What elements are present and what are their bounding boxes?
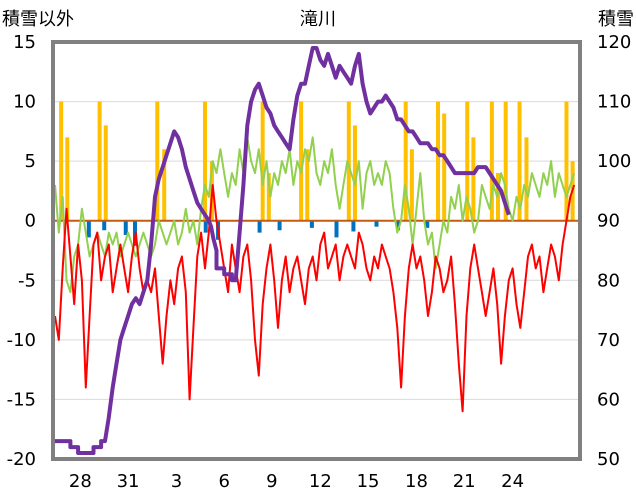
blue_bars-bar	[123, 220, 128, 236]
blue_bars-bar	[203, 220, 208, 233]
left-tick-label: -10	[7, 330, 36, 351]
orange_bars-bar	[409, 149, 414, 221]
left-tick-label: -20	[7, 449, 36, 470]
blue_bars-bar	[257, 220, 262, 233]
plot-frame	[51, 40, 582, 461]
left-tick-label: -15	[7, 389, 36, 410]
x-tick-labels: 28 31 3 6 9 12 15 18 21 24	[69, 471, 524, 492]
temperature-line	[54, 184, 576, 413]
orange_bars-bar	[442, 113, 447, 221]
orange_bars-bar	[352, 125, 357, 221]
left-tick-label: -5	[18, 270, 36, 291]
x-tick-label: 6	[218, 471, 229, 492]
blue_bars-bar	[351, 220, 356, 232]
orange_bars-bar	[564, 101, 569, 221]
x-tick-label: 15	[357, 471, 380, 492]
left-tick-label: 5	[25, 151, 36, 172]
orange_bars-bar	[503, 101, 508, 221]
right-tick-label: 50	[597, 449, 620, 470]
orange_bars-bar	[524, 137, 529, 221]
x-tick-label: 12	[309, 471, 332, 492]
left-axis-label: 積雪以外	[2, 9, 74, 30]
right-tick-label: 60	[597, 389, 620, 410]
x-tick-label: 28	[69, 471, 92, 492]
left-tick-label: 15	[13, 32, 36, 53]
orange_bars-bar	[299, 101, 304, 221]
orange_bars-bar	[97, 101, 102, 221]
orange_bars-bar	[517, 101, 522, 221]
orange_bars-bar	[266, 173, 271, 221]
right-axis-label: 積雪	[598, 9, 634, 30]
x-tick-label: 3	[171, 471, 182, 492]
left-tick-labels: 15 10 5 0 -5 -10 -15 -20	[7, 32, 36, 470]
right-tick-label: 100	[597, 151, 631, 172]
x-tick-label: 24	[501, 471, 524, 492]
right-tick-label: 110	[597, 92, 631, 113]
chart-title: 滝川	[300, 9, 336, 30]
orange_bars-bar	[260, 101, 265, 221]
blue_bars-bar	[86, 220, 91, 238]
green_series-line	[54, 136, 576, 294]
orange_bars-bar	[65, 137, 70, 221]
orange_bars-bar	[103, 125, 108, 221]
orange_bars-bar	[202, 101, 207, 221]
line-series	[54, 46, 578, 455]
blue_bars-bar	[425, 220, 430, 228]
x-tick-label: 21	[453, 471, 476, 492]
blue_bars-bar	[396, 220, 401, 231]
blue_bars-bar	[334, 220, 339, 238]
blue_bars-bar	[309, 220, 314, 228]
bar-series	[59, 101, 575, 246]
orange_bars-bar	[489, 101, 494, 221]
left-tick-label: 0	[25, 211, 36, 232]
right-tick-label: 120	[597, 32, 631, 53]
blue_bars-bar	[374, 220, 379, 227]
orange_bars-bar	[403, 101, 408, 221]
x-tick-label: 9	[266, 471, 277, 492]
orange_bars-bar	[162, 149, 167, 221]
orange_bars-bar	[155, 101, 160, 221]
orange_bars-bar	[436, 101, 441, 221]
right-tick-label: 80	[597, 270, 620, 291]
x-tick-label: 31	[117, 471, 140, 492]
orange_bars-bar	[346, 101, 351, 221]
right-tick-labels: 120 110 100 90 80 70 60 50	[597, 32, 631, 470]
orange_bars-bar	[59, 101, 64, 221]
right-tick-label: 70	[597, 330, 620, 351]
x-tick-label: 18	[405, 471, 428, 492]
right-tick-label: 90	[597, 211, 620, 232]
orange_bars-bar	[471, 137, 476, 221]
blue_bars-bar	[277, 220, 282, 231]
left-tick-label: 10	[13, 92, 36, 113]
orange_bars-bar	[465, 101, 470, 221]
snow_depth-line	[55, 46, 511, 455]
blue_bars-bar	[102, 220, 107, 231]
orange_bars-bar	[305, 149, 310, 221]
